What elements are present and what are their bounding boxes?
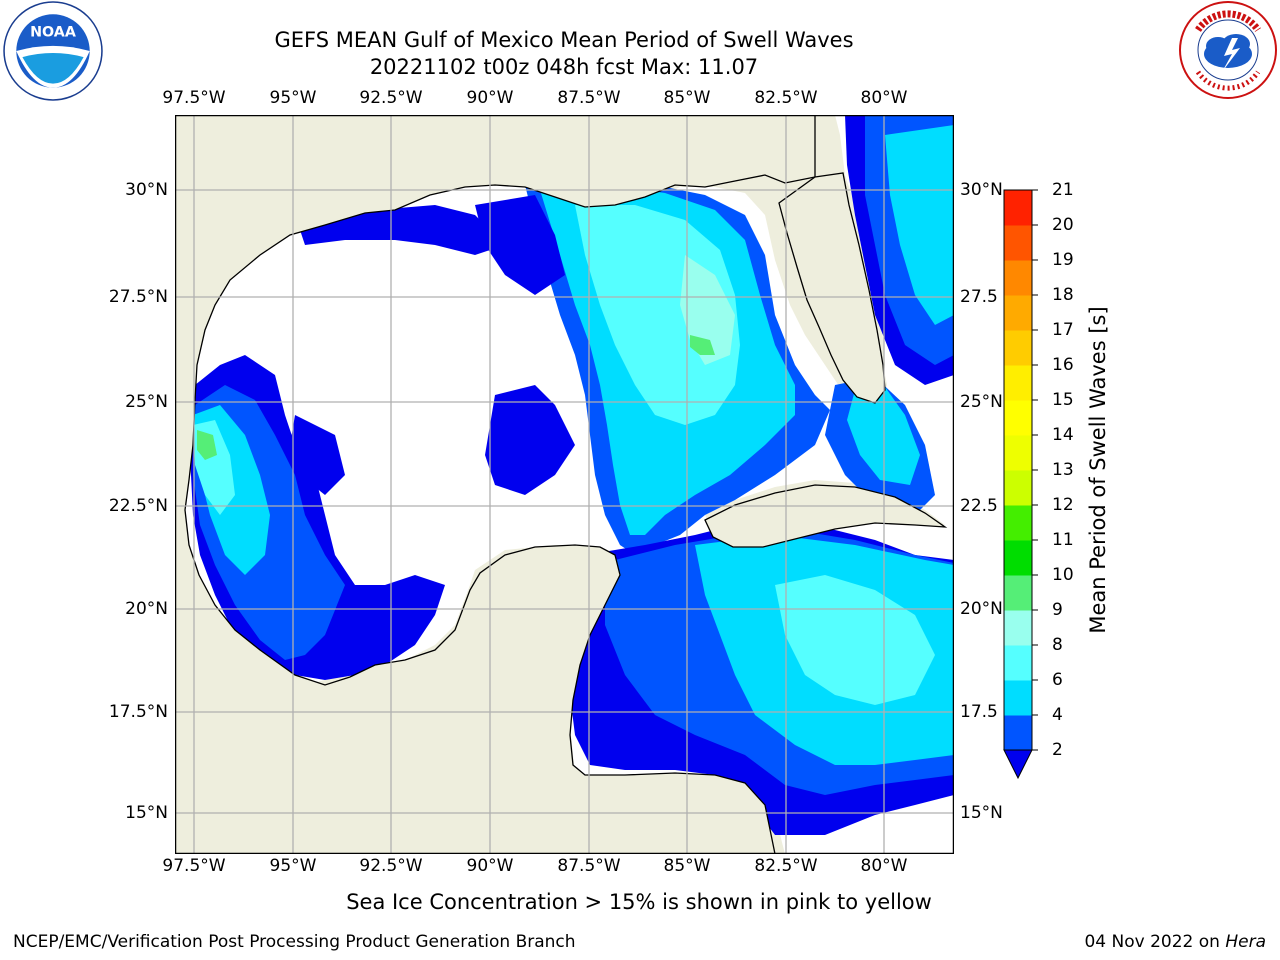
footer-credit: NCEP/EMC/Verification Post Processing Pr… [13, 932, 576, 952]
lat-label-right: 15°N [960, 803, 1003, 823]
colorbar-segment [1004, 680, 1032, 716]
colorbar-segment [1004, 260, 1032, 296]
colorbar-tick-label: 20 [1052, 215, 1074, 235]
colorbar-tick-label: 6 [1052, 670, 1063, 690]
lon-label-top: 97.5°W [162, 88, 226, 108]
lon-label-bottom: 85°W [663, 856, 711, 876]
colorbar-segment [1004, 610, 1032, 646]
gridlines [175, 115, 954, 854]
lat-label-right: 17.5 [960, 702, 998, 722]
lon-label-bottom: 82.5°W [754, 856, 818, 876]
colorbar-tick-label: 4 [1052, 705, 1063, 725]
nws-logo [1179, 1, 1277, 99]
lon-label-top: 87.5°W [557, 88, 621, 108]
colorbar-tick-label: 15 [1052, 390, 1074, 410]
colorbar-tick-label: 10 [1052, 565, 1074, 585]
colorbar-segment [1004, 435, 1032, 471]
lat-label-left: 25°N [125, 392, 168, 412]
land-overlay [175, 115, 954, 854]
coastline-north [175, 115, 816, 854]
colorbar-tick-label: 14 [1052, 425, 1074, 445]
colorbar-tick-label: 2 [1052, 740, 1063, 760]
lat-label-right: 20°N [960, 599, 1003, 619]
lon-label-bottom: 80°W [860, 856, 908, 876]
colorbar-segment [1004, 470, 1032, 506]
footer-host: Hera [1225, 932, 1266, 952]
sea-ice-note: Sea Ice Concentration > 15% is shown in … [346, 890, 932, 914]
coastline-florida [778, 172, 886, 404]
colorbar-segment [1004, 645, 1032, 681]
lat-label-right: 27.5 [960, 287, 998, 307]
colorbar [1003, 189, 1038, 780]
colorbar-tick-label: 8 [1052, 635, 1063, 655]
footer-date-text: 04 Nov 2022 on [1084, 932, 1226, 952]
swell-period-layer [175, 115, 954, 854]
chart-subtitle: 20221102 t00z 048h fcst Max: 11.07 [369, 55, 759, 79]
lat-label-left: 20°N [125, 599, 168, 619]
footer-date: 04 Nov 2022 on Hera [1084, 932, 1266, 952]
noaa-logo: NOAA [3, 1, 103, 101]
lon-label-bottom: 92.5°W [359, 856, 423, 876]
colorbar-tick-label: 17 [1052, 320, 1074, 340]
lat-label-left: 30°N [125, 180, 168, 200]
colorbar-tick-label: 12 [1052, 495, 1074, 515]
lat-label-right: 22.5 [960, 496, 998, 516]
coastline-cuba [704, 484, 948, 548]
map-frame [175, 115, 954, 854]
colorbar-segment [1004, 540, 1032, 576]
colorbar-label: Mean Period of Swell Waves [s] [1086, 306, 1110, 634]
lon-label-top: 80°W [860, 88, 908, 108]
lat-label-left: 22.5°N [108, 496, 168, 516]
colorbar-segment [1004, 190, 1032, 226]
colorbar-segment [1004, 225, 1032, 261]
lon-label-bottom: 95°W [269, 856, 317, 876]
lat-label-left: 27.5°N [108, 287, 168, 307]
lat-label-right: 30°N [960, 180, 1003, 200]
colorbar-tick-label: 9 [1052, 600, 1063, 620]
lat-label-left: 17.5°N [108, 702, 168, 722]
colorbar-segment [1004, 400, 1032, 436]
lon-label-bottom: 97.5°W [162, 856, 226, 876]
lon-label-bottom: 90°W [466, 856, 514, 876]
colorbar-segment [1004, 365, 1032, 401]
colorbar-segment [1004, 295, 1032, 331]
colorbar-tick-label: 16 [1052, 355, 1074, 375]
colorbar-tick-label: 21 [1052, 180, 1074, 200]
lon-label-top: 92.5°W [359, 88, 423, 108]
noaa-logo-text: NOAA [30, 25, 76, 41]
chart-title: GEFS MEAN Gulf of Mexico Mean Period of … [274, 28, 854, 52]
colorbar-tick-label: 13 [1052, 460, 1074, 480]
colorbar-under-arrow [1003, 749, 1033, 780]
lat-label-left: 15°N [125, 803, 168, 823]
lat-label-right: 25°N [960, 392, 1003, 412]
colorbar-segment [1004, 575, 1032, 611]
lon-label-bottom: 87.5°W [557, 856, 621, 876]
lon-label-top: 82.5°W [754, 88, 818, 108]
colorbar-tick-label: 19 [1052, 250, 1074, 270]
map-panel [175, 115, 954, 854]
colorbar-segment [1004, 505, 1032, 541]
lon-label-top: 85°W [663, 88, 711, 108]
colorbar-tick-label: 18 [1052, 285, 1074, 305]
colorbar-segment [1004, 330, 1032, 366]
colorbar-tick-label: 11 [1052, 530, 1074, 550]
lon-label-top: 95°W [269, 88, 317, 108]
colorbar-segment [1004, 715, 1032, 751]
lon-label-top: 90°W [466, 88, 514, 108]
